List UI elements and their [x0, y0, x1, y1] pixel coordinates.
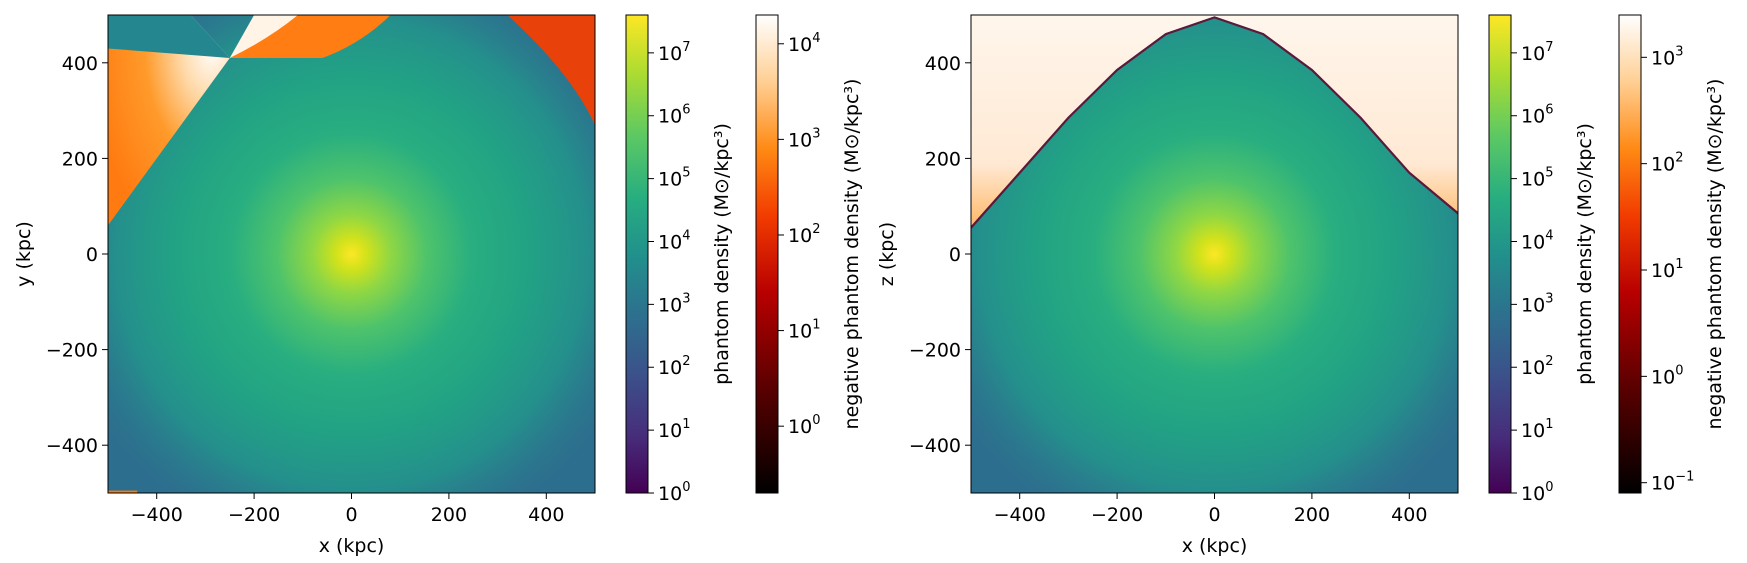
- y-tick-label: 400: [62, 53, 98, 75]
- colorbar-tick-label: 105: [658, 166, 690, 191]
- x-tick-label: −400: [131, 504, 183, 526]
- negative-region-left-lobe: [108, 15, 230, 226]
- heatmap-right: [971, 15, 1458, 493]
- colorbar-tick-label: 106: [658, 103, 690, 128]
- colorbar-tick-label: 105: [1521, 166, 1553, 191]
- colorbars-layer: 100 101 102 103 104 105 106 107 phantom density …: [625, 14, 1726, 505]
- colorbar-tick-label: 103: [658, 291, 690, 316]
- y-tick-label: 200: [62, 148, 98, 170]
- colorbar-tick-label: 103: [1521, 291, 1553, 316]
- heatmap-images: [108, 15, 1458, 493]
- y-tick-label: −200: [909, 340, 961, 362]
- x-tick-label: 0: [345, 504, 357, 526]
- y-tick-label: 400: [925, 53, 961, 75]
- colorbar-tick-label: 101: [1521, 417, 1553, 442]
- x-tick-label: 400: [1391, 504, 1427, 526]
- colorbar-right-negative: 10−1 100 101 102 103 negative phantom density…: [1618, 14, 1726, 495]
- colorbar-tick-label: 106: [1521, 103, 1553, 128]
- colorbar-tick-label: 102: [1651, 151, 1683, 176]
- y-tick-label: −200: [46, 340, 98, 362]
- colorbar-tick-label: 101: [658, 417, 690, 442]
- negative-region-bottom-edge: [108, 490, 138, 493]
- density-core-glow: [108, 15, 595, 493]
- y-tick-label: 0: [86, 244, 98, 266]
- y-tick-label: −400: [909, 435, 961, 457]
- negative-region-caps: [971, 15, 1458, 228]
- colorbar-tick-label: 100: [788, 413, 820, 438]
- colorbar-tick-label: 102: [1521, 354, 1553, 379]
- colorbar-tick-label: 103: [1651, 44, 1683, 69]
- colorbar-right-phantom: 100 101 102 103 104 105 106 107 phantom density …: [1488, 14, 1596, 505]
- colorbar-gradient: [625, 14, 649, 494]
- colorbar-tick-label: 102: [788, 222, 820, 247]
- axes-layer: −400 −200 0 200 400 −400 −200 0 200 400 x (kpc) y (…: [13, 14, 1459, 557]
- y-axis-label: y (kpc): [13, 221, 35, 287]
- colorbar-tick-label: 104: [1521, 228, 1553, 253]
- colorbar-tick-label: 101: [1651, 257, 1683, 282]
- x-tick-label: 400: [528, 504, 564, 526]
- x-tick-label: −200: [1091, 504, 1143, 526]
- colorbar-left-phantom: 100 101 102 103 104 105 106 107 phantom density …: [625, 14, 733, 505]
- boundary-edge: [971, 16, 1458, 229]
- colorbar-label: negative phantom density (M⊙/kpc³): [1704, 79, 1726, 430]
- x-tick-label: 200: [431, 504, 467, 526]
- x-tick-label: −400: [994, 504, 1046, 526]
- colorbar-tick-label: 103: [788, 126, 820, 151]
- colorbar-tick-label: 107: [658, 40, 690, 65]
- colorbar-tick-label: 10−1: [1651, 470, 1694, 495]
- y-tick-label: −400: [46, 435, 98, 457]
- colorbar-tick-label: 104: [788, 31, 820, 56]
- x-axis-label: x (kpc): [319, 535, 385, 557]
- colorbar-tick-label: 100: [658, 480, 690, 505]
- colorbar-tick-label: 100: [1651, 363, 1683, 388]
- x-tick-label: 0: [1208, 504, 1220, 526]
- axes-left: −400 −200 0 200 400 −400 −200 0 200 400 x (kpc) y (…: [13, 14, 596, 557]
- y-tick-label: 200: [925, 148, 961, 170]
- x-axis-label: x (kpc): [1182, 535, 1248, 557]
- colorbar-tick-label: 104: [658, 228, 690, 253]
- colorbar-label: phantom density (M⊙/kpc³): [711, 123, 733, 385]
- y-axis-label: z (kpc): [876, 222, 898, 286]
- heatmap-left: [108, 15, 595, 493]
- colorbar-tick-label: 100: [1521, 480, 1553, 505]
- axes-right: −400 −200 0 200 400 −400 −200 0 200 400 x (kpc) z (…: [876, 14, 1459, 557]
- positive-wedge-top-left: [108, 15, 230, 59]
- colorbar-tick-label: 102: [658, 354, 690, 379]
- colorbar-label: negative phantom density (M⊙/kpc³): [841, 79, 863, 430]
- colorbar-gradient: [755, 14, 779, 494]
- colorbar-gradient: [1488, 14, 1512, 494]
- colorbar-tick-label: 107: [1521, 40, 1553, 65]
- colorbar-label: phantom density (M⊙/kpc³): [1574, 123, 1596, 385]
- density-core-glow: [971, 15, 1458, 493]
- negative-region-upper-right: [507, 15, 595, 125]
- colorbar-tick-label: 101: [788, 318, 820, 343]
- x-tick-label: 200: [1294, 504, 1330, 526]
- y-tick-label: 0: [949, 244, 961, 266]
- negative-region-white-wedge: [229, 15, 298, 59]
- colorbar-gradient: [1618, 14, 1642, 494]
- x-tick-label: −200: [228, 504, 280, 526]
- colorbar-left-negative: 100 101 102 103 104 negative phantom density …: [755, 14, 863, 494]
